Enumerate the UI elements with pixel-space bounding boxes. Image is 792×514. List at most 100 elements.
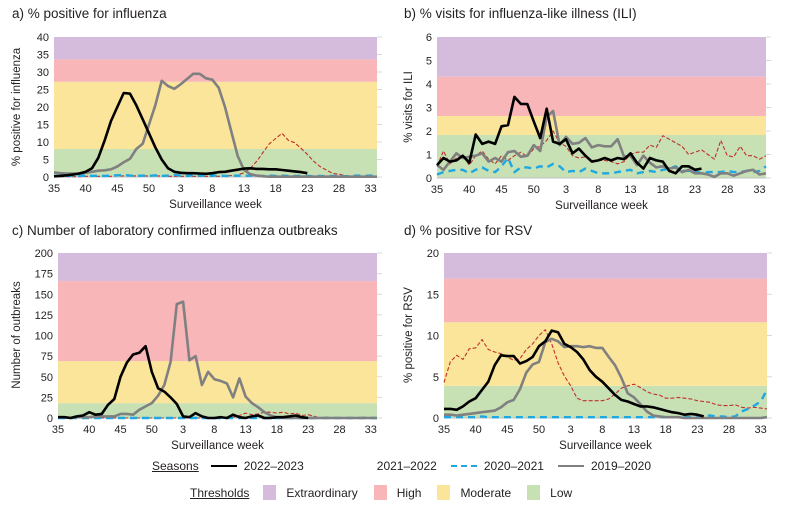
x-tick-label: 3 <box>568 424 574 436</box>
threshold-band-low <box>444 385 767 418</box>
series-line-2021-2022 <box>443 329 768 410</box>
legend-color-swatch <box>437 485 451 500</box>
legend-item-2021-2022: 2021–2022 <box>344 459 437 473</box>
x-tick-label: 35 <box>52 424 64 436</box>
series-line-2019-2020 <box>444 337 768 420</box>
legend-label: Moderate <box>460 485 512 500</box>
legend-label: High <box>396 485 422 500</box>
x-tick-label: 33 <box>755 424 767 436</box>
legend-label: 2021–2022 <box>376 459 437 473</box>
y-tick-label: 20 <box>37 102 49 114</box>
y-tick-label: 10 <box>37 137 49 149</box>
y-tick-label: 50 <box>41 372 53 384</box>
x-tick-label: 18 <box>271 424 283 436</box>
y-tick-label: 30 <box>37 67 49 79</box>
series-line-2021-2022 <box>54 132 377 178</box>
y-tick-label: 200 <box>35 248 53 260</box>
legend-line-swatch <box>210 465 237 467</box>
threshold-band-high <box>437 76 766 116</box>
x-tick-label: 18 <box>657 184 669 196</box>
series-line-2022-2023 <box>436 95 702 175</box>
y-tick-label: 0 <box>426 173 432 185</box>
x-tick-label: 50 <box>533 424 545 436</box>
x-tick-label: 3 <box>180 424 186 436</box>
x-tick-label: 45 <box>111 183 123 195</box>
threshold-band-extraordinary <box>437 37 766 77</box>
legend-label: Low <box>550 485 573 500</box>
x-tick-label: 50 <box>146 424 158 436</box>
legend-item-2019-2020: 2019–2020 <box>557 459 652 473</box>
series-line-2020-2021 <box>436 156 767 176</box>
legend-line-swatch <box>344 466 370 467</box>
x-axis-title: Surveillance week <box>555 200 648 212</box>
threshold-band-high <box>54 59 377 82</box>
y-tick-label: 10 <box>427 331 439 343</box>
x-tick-label: 35 <box>438 424 450 436</box>
legend-line-swatch <box>450 465 477 467</box>
legend-seasons-heading: Seasons <box>152 459 199 473</box>
y-tick-label: 25 <box>41 392 53 404</box>
x-tick-label: 28 <box>721 184 733 196</box>
x-tick-label: 23 <box>301 183 313 195</box>
y-axis-title: % positive for influenza <box>11 47 23 166</box>
legend-seasons: Seasons 2022–2023 2021–2022 2020–2021 20… <box>152 459 651 473</box>
legend-thresholds-heading: Thresholds <box>190 485 250 500</box>
x-tick-label: 40 <box>83 424 95 436</box>
threshold-band-moderate <box>58 361 377 404</box>
legend-item-moderate: Moderate <box>437 485 511 500</box>
threshold-band-moderate <box>437 115 766 135</box>
x-tick-label: 13 <box>624 184 636 196</box>
x-tick-label: 8 <box>209 183 215 195</box>
legend-label: 2022–2023 <box>243 459 304 473</box>
y-tick-label: 1 <box>426 150 432 162</box>
legend-item-low: Low <box>527 485 572 500</box>
y-axis-title: % positive for RSV <box>403 287 415 383</box>
x-tick-label: 35 <box>431 184 443 196</box>
y-axis-title: % visits for ILI <box>403 71 415 143</box>
y-tick-label: 0 <box>43 172 49 184</box>
threshold-band-high <box>444 278 767 323</box>
x-tick-label: 13 <box>238 183 250 195</box>
x-tick-label: 45 <box>501 424 513 436</box>
y-tick-label: 40 <box>37 32 49 44</box>
threshold-band-moderate <box>54 81 377 149</box>
threshold-band-high <box>58 281 377 362</box>
y-tick-label: 6 <box>426 32 432 44</box>
x-tick-label: 8 <box>211 424 217 436</box>
x-tick-label: 45 <box>495 184 507 196</box>
y-tick-label: 175 <box>35 269 53 281</box>
x-tick-label: 13 <box>240 424 252 436</box>
x-tick-label: 18 <box>270 183 282 195</box>
legend-color-swatch <box>263 485 277 500</box>
x-tick-label: 50 <box>528 184 540 196</box>
series-line-2019-2020 <box>53 72 377 178</box>
series-line-2020-2021 <box>444 389 769 419</box>
series-line-2022-2023 <box>53 91 308 178</box>
x-tick-label: 23 <box>689 184 701 196</box>
legend-line-swatch <box>557 465 584 467</box>
y-tick-label: 5 <box>426 56 432 68</box>
y-tick-label: 20 <box>427 248 439 260</box>
legend-label: 2020–2021 <box>483 459 544 473</box>
y-tick-label: 100 <box>35 331 53 343</box>
x-axis-title: Surveillance week <box>171 440 264 452</box>
x-axis-title: Surveillance week <box>169 199 262 211</box>
x-tick-label: 8 <box>595 184 601 196</box>
series-line-2019-2020 <box>58 300 377 420</box>
legend-label: 2019–2020 <box>590 459 652 473</box>
panel-c-title: c) Number of laboratory confirmed influe… <box>12 223 338 238</box>
x-tick-label: 28 <box>333 183 345 195</box>
y-tick-label: 35 <box>37 50 49 62</box>
y-tick-label: 75 <box>41 351 53 363</box>
legend-thresholds: Thresholds Extraordinary High Moderate L… <box>190 485 572 500</box>
threshold-band-extraordinary <box>444 253 767 279</box>
y-tick-label: 3 <box>426 103 432 115</box>
series-line-2022-2023 <box>444 329 705 418</box>
series-line-2022-2023 <box>58 344 309 420</box>
x-tick-label: 28 <box>723 424 735 436</box>
legend-item-high: High <box>373 485 422 500</box>
y-tick-label: 15 <box>37 120 49 132</box>
legend-label: Extraordinary <box>286 485 358 500</box>
x-tick-label: 8 <box>599 424 605 436</box>
